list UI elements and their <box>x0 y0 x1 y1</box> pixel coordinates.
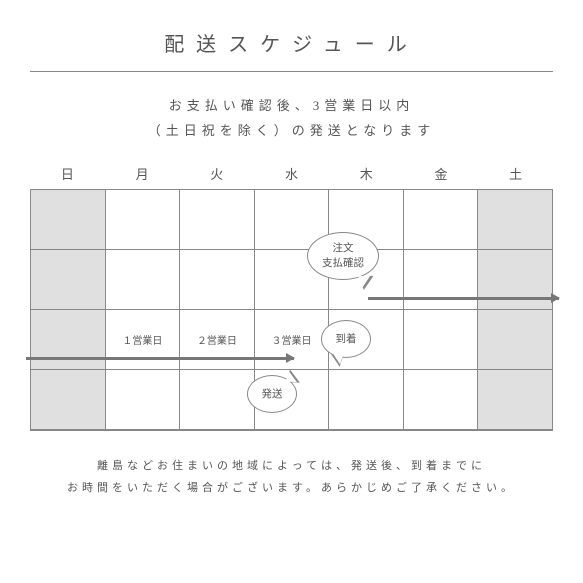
calendar-cell <box>404 370 479 430</box>
calendar: 日月火水木金土 １営業日２営業日３営業日注文支払確認到着発送 <box>30 161 553 431</box>
subtitle-line-2: （土日祝を除く）の発送となります <box>0 119 583 144</box>
calendar-cell <box>180 190 255 250</box>
day-header: 月 <box>105 161 180 189</box>
calendar-cell <box>478 370 552 430</box>
footer-line-1: 離島などお住まいの地域によっては、発送後、到着までに <box>0 455 583 477</box>
calendar-cell <box>106 250 181 310</box>
subtitle-line-1: お支払い確認後、3営業日以内 <box>0 94 583 119</box>
calendar-row <box>31 250 552 310</box>
subtitle: お支払い確認後、3営業日以内 （土日祝を除く）の発送となります <box>0 72 583 161</box>
day-header: 水 <box>254 161 329 189</box>
footer-note: 離島などお住まいの地域によっては、発送後、到着までに お時間をいただく場合がござ… <box>0 431 583 499</box>
calendar-cell <box>404 190 479 250</box>
flow-arrow <box>368 297 559 300</box>
calendar-cell <box>106 190 181 250</box>
calendar-cell <box>478 190 552 250</box>
calendar-cell <box>31 190 106 250</box>
calendar-cell <box>329 370 404 430</box>
day-header: 日 <box>30 161 105 189</box>
calendar-row <box>31 190 552 250</box>
day-header: 土 <box>478 161 553 189</box>
calendar-cell <box>180 250 255 310</box>
calendar-cell <box>31 310 106 370</box>
calendar-cell <box>404 310 479 370</box>
day-header: 木 <box>329 161 404 189</box>
footer-line-2: お時間をいただく場合がございます。あらかじめご了承ください。 <box>0 477 583 499</box>
calendar-grid: １営業日２営業日３営業日注文支払確認到着発送 <box>30 189 553 431</box>
day-headers: 日月火水木金土 <box>30 161 553 189</box>
flow-arrow <box>26 357 294 360</box>
calendar-cell: １営業日 <box>106 310 181 370</box>
page-title: 配送スケジュール <box>0 0 583 71</box>
day-header: 火 <box>179 161 254 189</box>
calendar-cell <box>478 250 552 310</box>
calendar-cell <box>31 250 106 310</box>
calendar-cell <box>404 250 479 310</box>
calendar-cell <box>106 370 181 430</box>
calendar-cell <box>31 370 106 430</box>
calendar-cell <box>478 310 552 370</box>
calendar-cell <box>180 370 255 430</box>
calendar-cell: ２営業日 <box>180 310 255 370</box>
day-header: 金 <box>404 161 479 189</box>
